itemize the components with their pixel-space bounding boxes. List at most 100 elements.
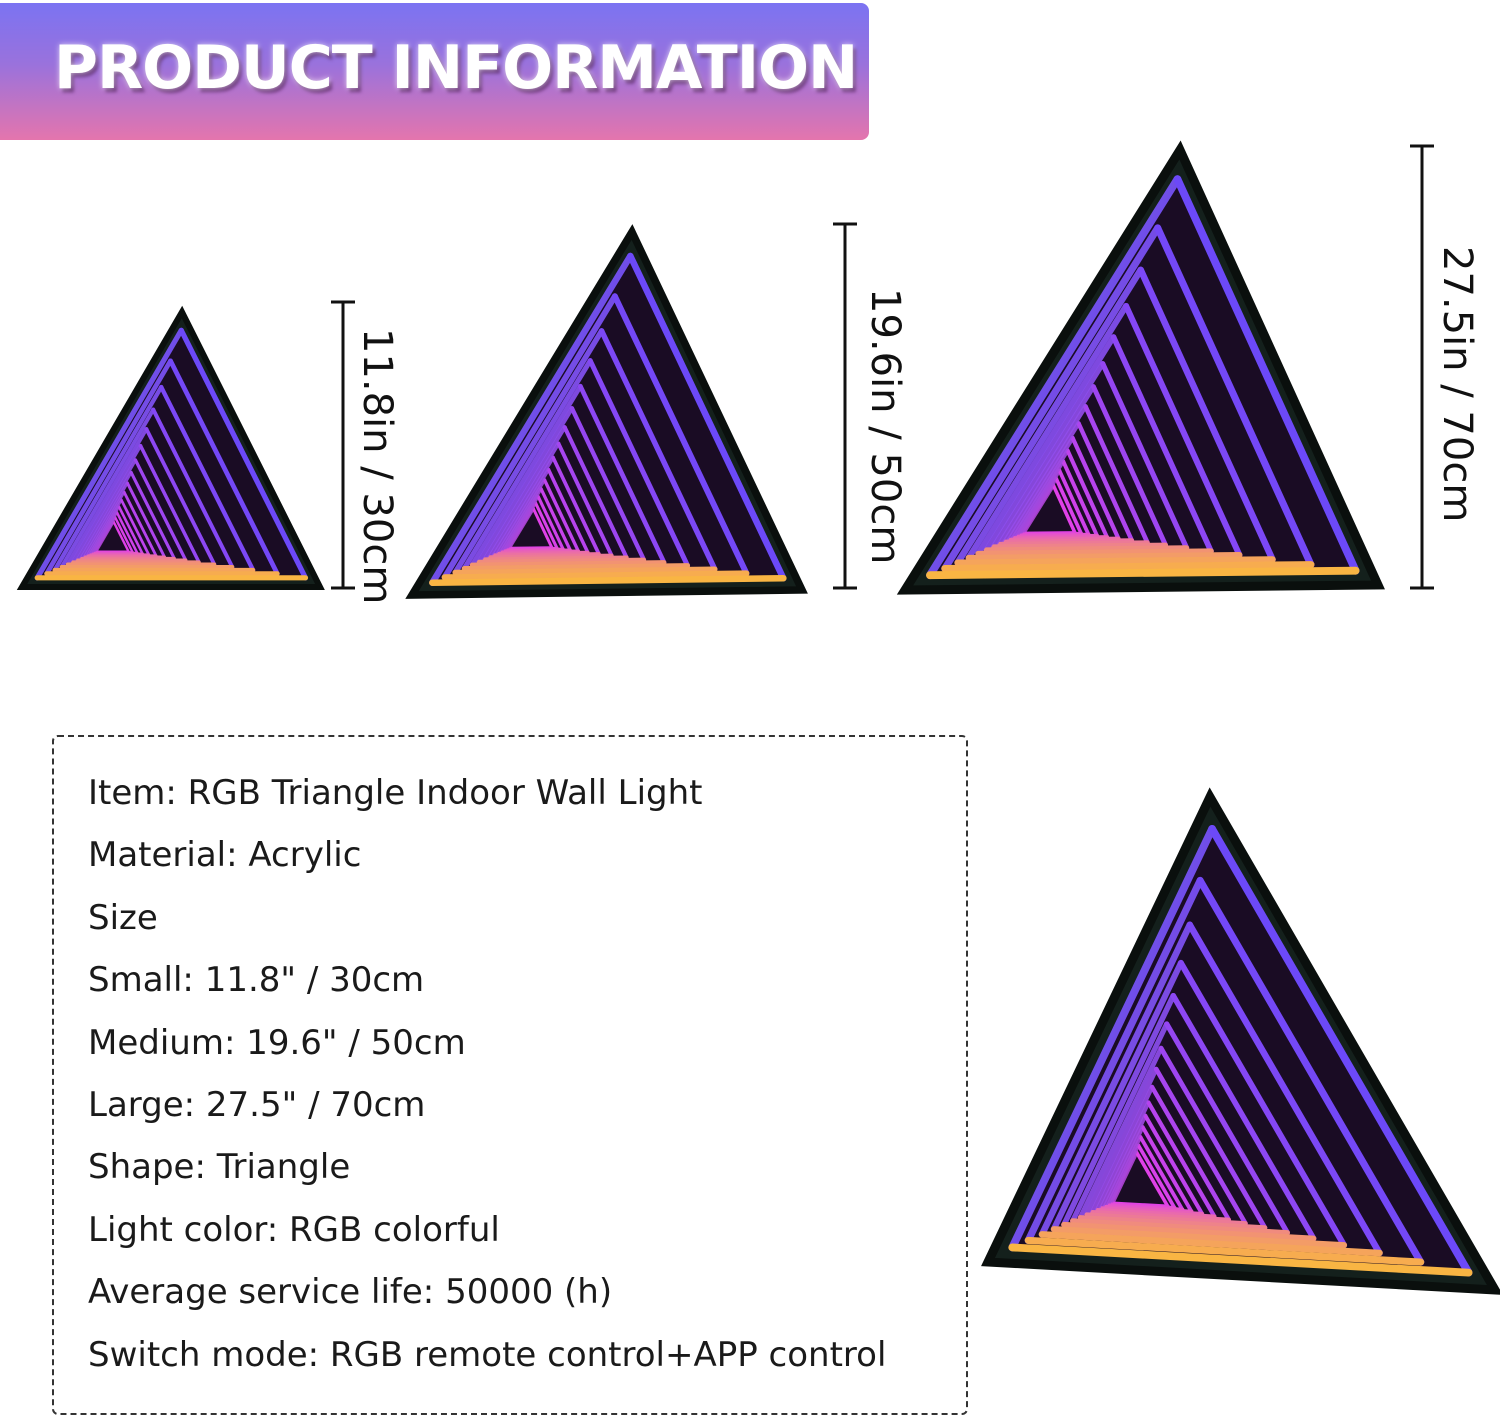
led-strip-bottom (1094, 1208, 1217, 1219)
led-strip-right (546, 467, 590, 555)
led-strip-right (1065, 448, 1110, 540)
spec-size-large: Large: 27.5" / 70cm (88, 1085, 426, 1125)
led-strip-left (498, 478, 547, 554)
led-strip-right (1083, 404, 1150, 545)
led-strip-right (125, 481, 166, 559)
led-strip-right (138, 443, 201, 564)
spec-light-color: Light color: RGB colorful (88, 1210, 500, 1250)
led-strip-right (1154, 224, 1315, 569)
led-strip-left (491, 455, 555, 558)
spec-box: Item: RGB Triangle Indoor Wall Light Mat… (52, 735, 968, 1415)
led-strip-left (1006, 435, 1075, 542)
led-strip-right (1057, 468, 1091, 537)
led-strip-bottom (990, 542, 1168, 550)
led-strip-right (1076, 421, 1135, 543)
led-strip-right (1177, 959, 1348, 1249)
triangle-light-showcase (981, 787, 1500, 1295)
led-strip-left (88, 498, 123, 557)
triangle-light-small (16, 305, 325, 590)
led-strip-right (1110, 334, 1214, 554)
led-strip-right (1170, 992, 1317, 1242)
size-label-medium: 19.6in / 50cm (862, 288, 908, 565)
led-strip-right (531, 507, 554, 550)
led-strip-right (1061, 459, 1100, 538)
led-strip-right (536, 494, 565, 551)
led-strip-right (119, 498, 151, 557)
led-strip-right (569, 406, 647, 563)
led-strip-right (1090, 384, 1168, 548)
led-strip-right (551, 455, 601, 556)
led-strip-right (133, 458, 188, 562)
led-strip-left (1084, 1066, 1159, 1218)
led-strip-right (1134, 1150, 1170, 1209)
led-strip-right (1158, 1045, 1268, 1231)
led-strip-left (1050, 959, 1184, 1233)
led-strip-left (82, 481, 129, 559)
led-strip-left (469, 383, 583, 568)
led-strip-right (1136, 1143, 1177, 1210)
led-strip-left (44, 358, 173, 577)
led-strip-bottom (1038, 1231, 1383, 1257)
led-strip-bottom (1061, 1221, 1317, 1242)
triangle-light-medium (405, 224, 808, 599)
led-strip-left (1070, 1021, 1170, 1224)
led-strip-left (1061, 992, 1177, 1228)
led-strip-bottom (1084, 1212, 1248, 1226)
led-strip-left (990, 384, 1096, 550)
led-strip-left (983, 361, 1106, 553)
led-strip-left (1102, 1125, 1145, 1209)
led-strip-left (75, 458, 138, 562)
led-strip-right (117, 505, 144, 556)
led-strip-left (65, 427, 149, 567)
dimension-line-medium (833, 222, 857, 590)
led-strip-bottom (1090, 1210, 1231, 1222)
led-strip-left (1024, 876, 1204, 1244)
led-strip-right (562, 425, 629, 560)
led-strip-right (539, 487, 572, 552)
led-strip-bottom (482, 555, 629, 562)
led-strip-right (1149, 1084, 1231, 1222)
led-strip-right (542, 478, 581, 553)
led-strip-left (1077, 1045, 1164, 1221)
led-strip-left (975, 334, 1117, 557)
led-strip-right (1196, 876, 1425, 1266)
led-strip-left (429, 252, 634, 586)
led-strip-right (178, 327, 309, 581)
led-strip-right (115, 511, 139, 555)
banner-title: PRODUCT INFORMATION (54, 33, 858, 103)
spec-item: Item: RGB Triangle Indoor Wall Light (88, 773, 703, 813)
led-strip-left (1038, 921, 1194, 1238)
led-strip-right (1138, 1135, 1185, 1212)
led-strip-bottom (469, 560, 667, 568)
led-strip-left (1099, 1113, 1148, 1211)
led-strip-bottom (452, 566, 718, 576)
led-strip-left (487, 441, 561, 560)
led-strip-right (611, 293, 750, 577)
led-strip-bottom (487, 553, 614, 560)
led-strip-right (1143, 1113, 1205, 1216)
led-strip-bottom (476, 557, 647, 565)
product-information-banner: PRODUCT INFORMATION (0, 3, 869, 140)
led-strip-left (34, 327, 184, 581)
led-strip-left (495, 467, 551, 556)
led-strip-right (1054, 476, 1084, 536)
led-strip-right (168, 358, 280, 577)
led-strip-bottom (1024, 1236, 1425, 1266)
led-strip-right (122, 490, 158, 558)
led-strip-right (1051, 483, 1077, 535)
size-label-large: 27.5in / 70cm (1434, 246, 1480, 523)
led-strip-right (113, 516, 134, 554)
led-strip-bottom (926, 566, 1360, 580)
dimension-line-large (1410, 144, 1434, 590)
led-strip-left (441, 293, 618, 581)
led-strip-left (59, 407, 156, 570)
led-strip-left (1010, 448, 1070, 541)
led-strip-right (1173, 175, 1360, 575)
led-strip-right (1153, 1066, 1248, 1226)
led-strip-right (1100, 361, 1190, 551)
triangle-light-large (896, 140, 1385, 595)
led-strip-bottom (1077, 1215, 1268, 1231)
led-strip-bottom (975, 548, 1214, 557)
led-strip-right (578, 383, 667, 565)
led-strip-left (965, 302, 1130, 561)
